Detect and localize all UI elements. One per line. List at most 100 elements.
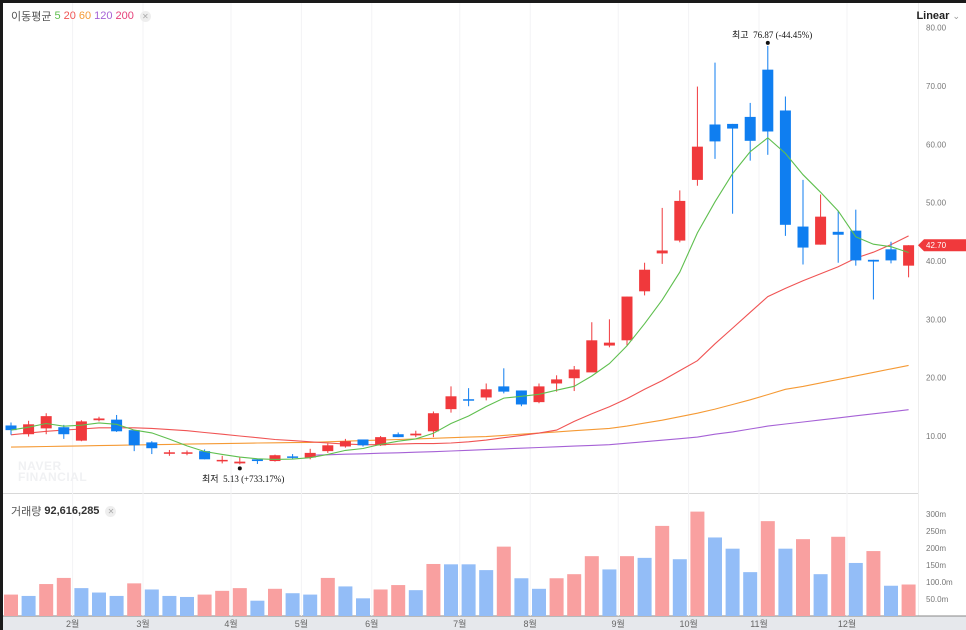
close-icon[interactable]: ✕ [139,10,151,22]
price-tick-label: 20.00 [926,374,947,383]
scale-mode-dropdown[interactable]: Linear ⌄ [916,10,960,22]
candle-body [322,445,334,452]
candle-body [357,439,369,446]
candle-body [515,390,527,405]
volume-bar [602,569,617,616]
candle-body [128,430,140,446]
volume-bar [320,577,335,616]
ma20-line [10,235,909,446]
current-price-tag [918,239,966,252]
volume-tick-label: 250m [926,527,946,536]
volume-bar [549,578,564,616]
candle-body [410,433,422,436]
volume-bar [655,525,670,616]
chart-canvas[interactable]: 2월 3월 4월 5월 6월 7월 8월 9월 10월 11월 12월 80.00 70.00 60.00… [3,3,966,630]
volume-bar [444,564,458,616]
candle-body [815,216,827,245]
moving-average-legend: 이동평균 5 20 60 120 200 ✕ [11,8,151,24]
volume-bar [831,536,846,616]
volume-bar [215,590,230,616]
candle-body [146,442,158,449]
volume-bar [426,563,441,616]
candle-body [867,259,879,262]
candle-body [375,437,387,446]
volume-bar [21,595,36,616]
candle-body [727,123,739,129]
volume-bar [479,570,494,616]
x-tick-label: 3월 [136,618,149,629]
price-tick-label: 40.00 [926,257,947,266]
candle-body [744,116,756,141]
candle-body [797,226,809,248]
candle-body [111,419,123,432]
volume-bar [813,574,828,616]
volume-bar [760,521,775,616]
volume-bar [690,511,705,616]
volume-bar [127,583,142,616]
candle-body [251,459,263,462]
x-tick-label: 5월 [295,618,308,629]
legend-ma200[interactable]: 200 [115,10,134,22]
current-price-label: 42.70 [926,241,947,250]
volume-bar [884,585,898,616]
high-value: 76.87 (-44.45%) [753,30,813,40]
volume-bar [162,595,177,616]
volume-tick-label: 200m [926,544,946,553]
x-tick-label: 6월 [365,618,378,629]
candle-body [427,413,439,432]
candle-body [480,389,492,398]
volume-bar [74,588,89,616]
volume-title: 거래량 [11,506,42,518]
volume-bar [901,584,916,616]
candle-body [674,200,686,241]
price-tick-label: 50.00 [926,199,947,208]
volume-value: 92,616,285 [44,505,100,517]
candle-body [832,231,844,235]
volume-bar [848,562,863,616]
candle-body [199,451,211,460]
volume-bar [338,586,353,616]
price-tick-label: 60.00 [926,140,947,149]
price-tick-label: 10.00 [926,432,947,441]
volume-bar [285,593,300,616]
volume-bar [620,556,634,616]
high-marker-dot [765,40,770,45]
legend-ma5[interactable]: 5 [54,10,61,22]
legend-title: 이동평균 [11,11,52,23]
candle-body [40,416,52,429]
close-icon[interactable]: ✕ [105,505,117,517]
candle-body [304,452,316,458]
legend-ma20[interactable]: 20 [63,10,76,22]
volume-tick-label: 100.0m [926,578,953,587]
ma60-line [10,364,909,448]
x-tick-label: 8월 [524,618,537,629]
legend-ma120[interactable]: 120 [94,10,113,22]
volume-legend: 거래량 92,616,285 ✕ [11,503,117,519]
candle-body [621,296,633,341]
low-annotation: 최저 5.13 (+733.17%) [202,472,284,485]
low-marker-dot [237,466,242,471]
volume-bar [496,546,511,616]
candle-body [850,230,862,261]
x-tick-label: 11월 [750,618,768,629]
stock-chart-widget: 2월 3월 4월 5월 6월 7월 8월 9월 10월 11월 12월 80.00 70.00 60.00… [3,3,966,630]
candle-body [639,269,651,292]
candle-body [234,461,246,464]
volume-bar [708,537,722,616]
volume-bar [373,589,388,616]
x-tick-label: 2월 [66,618,79,629]
volume-bar [56,577,71,616]
volume-bar [778,548,793,616]
candle-body [463,399,475,401]
candle-body [691,146,703,180]
candle-body [287,456,299,458]
candle-body [551,379,563,384]
candle-body [5,425,17,431]
candle-body [568,369,580,379]
volume-tick-label: 150m [926,561,946,570]
candle-body [23,424,35,435]
legend-ma60[interactable]: 60 [78,10,92,22]
volume-bar [672,559,687,616]
volume-tick-label: 50.0m [926,595,949,604]
candle-body [58,427,70,435]
